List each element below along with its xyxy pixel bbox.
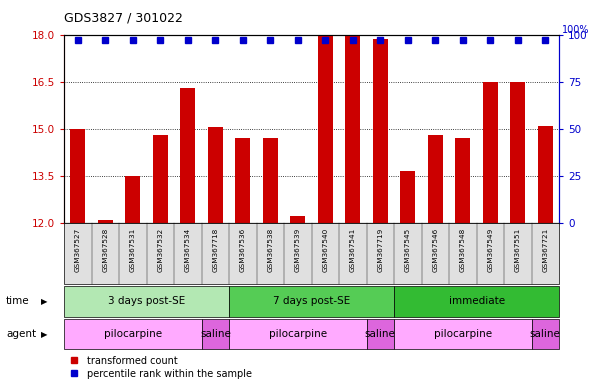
Text: GSM367534: GSM367534 — [185, 228, 191, 273]
Text: saline: saline — [365, 329, 396, 339]
Bar — [538, 126, 553, 223]
Text: GSM367539: GSM367539 — [295, 228, 301, 273]
Text: GSM367545: GSM367545 — [405, 228, 411, 273]
Legend: transformed count, percentile rank within the sample: transformed count, percentile rank withi… — [69, 356, 252, 379]
Bar — [153, 135, 168, 223]
Text: pilocarpine: pilocarpine — [434, 329, 492, 339]
Bar — [180, 88, 196, 223]
Text: GSM367538: GSM367538 — [268, 228, 273, 273]
Bar — [510, 82, 525, 223]
Text: 3 days post-SE: 3 days post-SE — [108, 296, 185, 306]
Text: GSM367718: GSM367718 — [213, 228, 218, 273]
Text: saline: saline — [530, 329, 561, 339]
Bar — [208, 127, 223, 223]
Text: GSM367551: GSM367551 — [515, 228, 521, 273]
Bar — [345, 19, 360, 223]
Bar — [125, 176, 141, 223]
Text: GSM367536: GSM367536 — [240, 228, 246, 273]
Text: GSM367528: GSM367528 — [103, 228, 108, 273]
Text: GSM367532: GSM367532 — [158, 228, 163, 273]
Bar — [318, 36, 333, 223]
Text: GSM367527: GSM367527 — [75, 228, 81, 273]
Text: 7 days post-SE: 7 days post-SE — [273, 296, 350, 306]
Text: pilocarpine: pilocarpine — [104, 329, 162, 339]
Bar — [235, 138, 251, 223]
Text: GSM367546: GSM367546 — [433, 228, 438, 273]
Bar — [483, 82, 498, 223]
Text: GSM367548: GSM367548 — [460, 228, 466, 273]
Text: GSM367719: GSM367719 — [378, 228, 383, 273]
Bar — [290, 217, 306, 223]
Text: immediate: immediate — [448, 296, 505, 306]
Text: saline: saline — [200, 329, 231, 339]
Bar — [98, 220, 113, 223]
Text: time: time — [6, 296, 30, 306]
Text: GSM367541: GSM367541 — [350, 228, 356, 273]
Text: GSM367549: GSM367549 — [488, 228, 493, 273]
Text: pilocarpine: pilocarpine — [269, 329, 327, 339]
Text: GSM367540: GSM367540 — [323, 228, 328, 273]
Text: GDS3827 / 301022: GDS3827 / 301022 — [64, 12, 183, 25]
Bar — [70, 129, 86, 223]
Text: ▶: ▶ — [41, 297, 47, 306]
Text: GSM367531: GSM367531 — [130, 228, 136, 273]
Bar — [428, 135, 443, 223]
Bar — [373, 39, 388, 223]
Bar — [263, 138, 278, 223]
Bar — [455, 138, 470, 223]
Bar — [400, 171, 415, 223]
Text: 100%: 100% — [562, 25, 590, 35]
Text: GSM367721: GSM367721 — [543, 228, 548, 273]
Text: agent: agent — [6, 329, 36, 339]
Text: ▶: ▶ — [41, 329, 47, 339]
